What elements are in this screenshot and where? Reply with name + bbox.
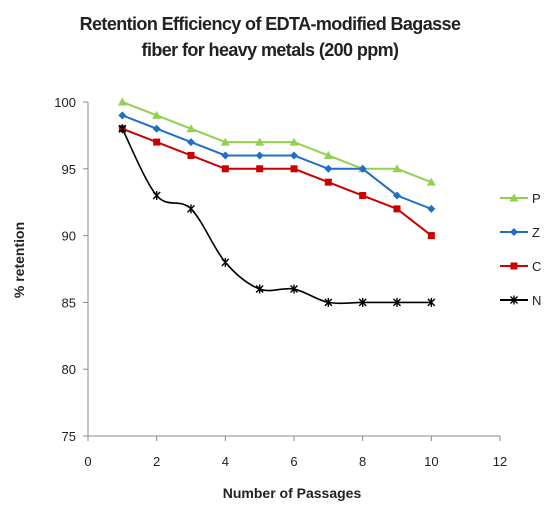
data-point-N — [427, 297, 436, 307]
data-point-P — [186, 124, 196, 133]
data-point-P — [289, 137, 299, 146]
series-line-C — [121, 127, 432, 237]
data-point-Z — [427, 204, 436, 213]
x-tick-label: 4 — [222, 454, 229, 469]
x-tick-label: 2 — [153, 454, 160, 469]
y-axis-title: % retention — [11, 222, 27, 298]
data-point-P — [323, 150, 333, 159]
y-tick-label: 90 — [62, 229, 76, 244]
data-point-P — [392, 164, 402, 173]
legend-item-P: P — [500, 191, 541, 206]
data-point-C — [187, 151, 195, 159]
series-N — [118, 124, 436, 307]
data-point-P — [220, 137, 230, 146]
y-tick-label: 85 — [62, 295, 76, 310]
series-layer — [117, 97, 436, 307]
legend-marker-C — [510, 262, 518, 270]
legend-label: C — [532, 259, 541, 274]
x-tick-label: 6 — [290, 454, 297, 469]
data-point-Z — [324, 164, 333, 173]
chart-title-line-2: fiber for heavy metals (200 ppm) — [142, 40, 399, 60]
legend-marker-Z — [510, 228, 518, 236]
data-point-Z — [187, 138, 195, 147]
data-point-Z — [290, 151, 298, 160]
chart-title-line-1: Retention Efficiency of EDTA-modified Ba… — [80, 14, 461, 34]
series-Z — [118, 111, 436, 213]
data-point-N — [255, 284, 264, 294]
x-axis-title: Number of Passages — [223, 485, 362, 501]
data-point-N — [221, 257, 230, 267]
y-tick-label: 80 — [62, 362, 76, 377]
data-point-N — [358, 297, 367, 307]
y-tick-label: 75 — [62, 429, 76, 444]
legend-label: P — [532, 191, 541, 206]
data-point-Z — [393, 191, 401, 200]
axes: 75 80 85 90 95 100 0 2 4 6 8 10 12 — [54, 95, 507, 469]
x-tick-label: 10 — [424, 454, 438, 469]
data-point-C — [359, 192, 367, 200]
data-point-C — [290, 165, 298, 173]
data-point-C — [256, 165, 264, 173]
data-point-Z — [255, 151, 264, 160]
series-line-P — [121, 101, 432, 184]
data-point-C — [324, 178, 332, 186]
x-tick-label: 8 — [359, 454, 366, 469]
data-point-Z — [118, 111, 127, 120]
legend-label: Z — [532, 225, 540, 240]
y-tick-label: 95 — [62, 162, 76, 177]
series-line-Z — [121, 114, 432, 210]
y-tick-label: 100 — [54, 95, 76, 110]
data-point-P — [255, 137, 265, 146]
data-point-C — [427, 232, 435, 240]
data-point-C — [153, 138, 161, 146]
x-tick-label: 0 — [84, 454, 91, 469]
data-point-Z — [152, 124, 161, 133]
data-point-N — [187, 204, 195, 214]
legend: P Z C N — [500, 191, 541, 308]
data-point-N — [393, 297, 401, 307]
x-tick-label: 12 — [493, 454, 507, 469]
legend-item-N: N — [500, 293, 541, 308]
data-point-C — [393, 205, 401, 213]
data-point-C — [221, 165, 229, 173]
series-line-N — [121, 128, 432, 305]
data-point-P — [117, 97, 127, 106]
data-point-N — [324, 297, 333, 307]
legend-marker-N — [510, 295, 518, 305]
legend-marker-P — [509, 193, 519, 202]
data-point-N — [290, 284, 298, 294]
series-P — [117, 97, 436, 186]
data-point-N — [118, 124, 127, 134]
data-point-N — [152, 191, 161, 201]
data-point-Z — [358, 164, 367, 173]
legend-label: N — [532, 293, 541, 308]
data-point-Z — [221, 151, 230, 160]
legend-item-C: C — [500, 259, 541, 274]
data-point-P — [426, 177, 436, 186]
data-point-P — [152, 110, 162, 119]
legend-item-Z: Z — [500, 225, 540, 240]
